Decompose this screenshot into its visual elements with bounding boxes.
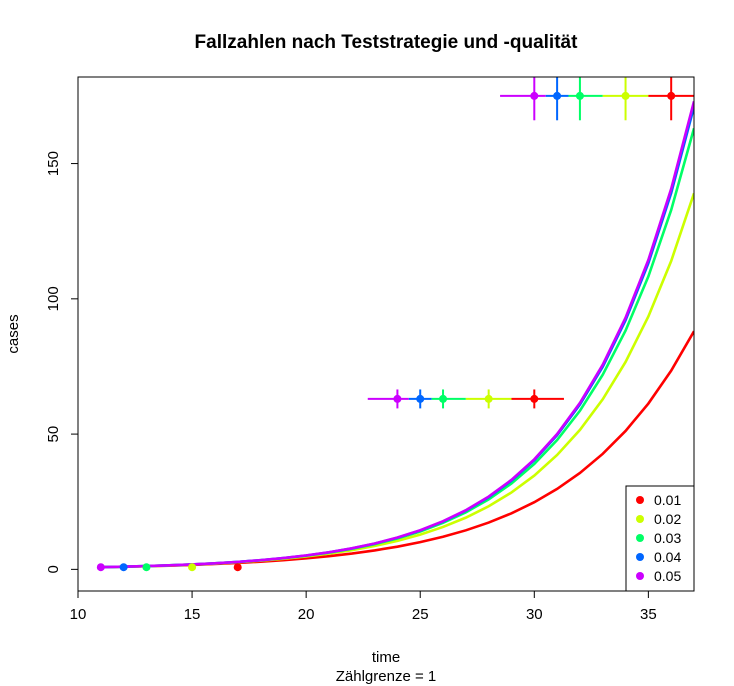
y-tick-label: 50 [45,426,62,443]
x-axis: 10 15 20 25 30 35 [70,590,657,623]
errorbar-mid-point-0.05 [393,394,402,403]
legend-label-0.01: 0.01 [654,492,681,508]
y-tick-label: 150 [45,151,62,176]
x-axis-label: time [372,649,400,666]
y-tick-label: 100 [45,286,62,311]
start-point-0.02 [188,563,197,572]
errorbar-top-point-0.02 [621,91,630,100]
y-axis: 0 50 100 150 [45,151,79,574]
errorbar-mid-point-0.03 [439,394,448,403]
series-line-0.03 [100,128,694,569]
legend-marker-0.04 [636,553,644,561]
y-axis-label: cases [5,314,22,353]
start-point-0.03 [142,563,151,572]
legend-marker-0.03 [636,534,644,542]
errorbar-top-point-0.03 [575,91,584,100]
y-tick-label: 0 [45,565,62,573]
errorbar-top-point-0.05 [530,91,539,100]
start-point-0.01 [233,563,242,572]
x-axis-sublabel: Zählgrenze = 1 [336,668,436,685]
x-tick-label: 25 [412,606,429,623]
errorbar-mid-point-0.04 [416,394,425,403]
errorbar-mid-point-0.02 [484,394,493,403]
legend-label-0.04: 0.04 [654,549,681,565]
plot-frame [77,76,695,592]
legend-marker-0.01 [636,496,644,504]
errorbar-top-point-0.01 [667,91,676,100]
x-tick-label: 30 [526,606,543,623]
x-tick-label: 20 [298,606,315,623]
errorbar-mid-point-0.01 [530,394,539,403]
legend-marker-0.05 [636,572,644,580]
start-point-0.04 [119,563,128,572]
series-line-0.04 [100,106,694,569]
chart-title: Fallzahlen nach Teststrategie und -quali… [195,32,579,53]
series-line-0.05 [100,101,694,569]
series-line-0.02 [100,192,694,569]
x-tick-label: 10 [70,606,87,623]
x-tick-label: 15 [184,606,201,623]
legend-marker-0.02 [636,515,644,523]
legend-label-0.05: 0.05 [654,568,681,584]
legend-label-0.02: 0.02 [654,511,681,527]
legend: 0.01 0.02 0.03 0.04 0.05 [625,485,695,592]
x-tick-label: 35 [640,606,657,623]
start-point-0.05 [96,563,105,572]
errorbar-top-point-0.04 [553,91,562,100]
series-line-0.01 [100,330,694,569]
legend-label-0.03: 0.03 [654,530,681,546]
